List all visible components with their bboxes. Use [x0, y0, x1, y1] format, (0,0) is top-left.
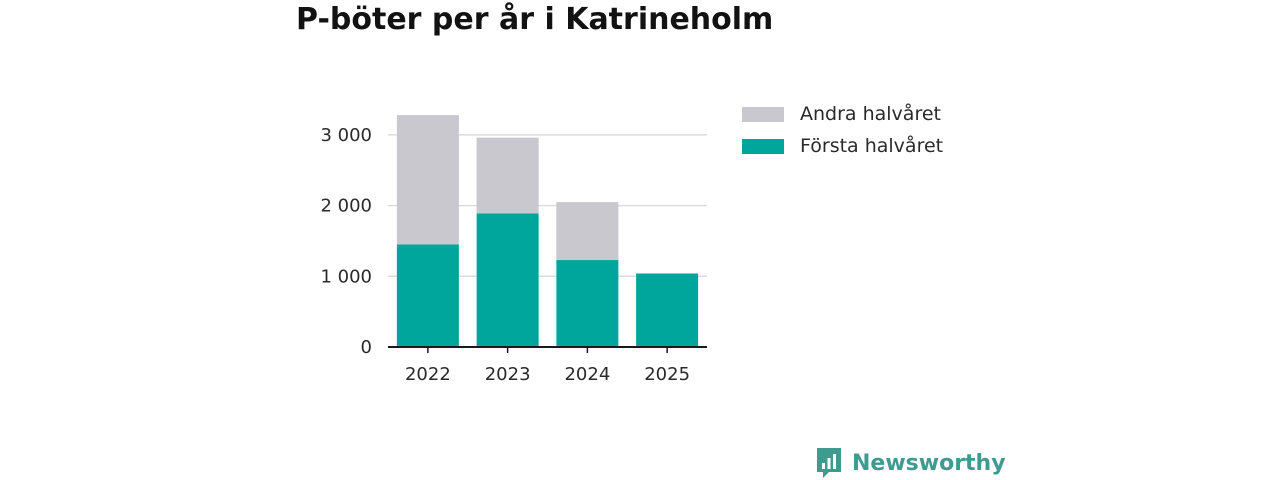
- x-tick-label: 2025: [644, 364, 690, 385]
- chart-title: P-böter per år i Katrineholm: [296, 2, 774, 37]
- x-tick-label: 2023: [485, 364, 531, 385]
- legend-swatch-first-half: [742, 138, 784, 154]
- y-tick-label: 2 000: [320, 196, 372, 217]
- x-axis-labels: 2022 2023 2024 2025: [405, 347, 690, 385]
- y-tick-label: 3 000: [320, 125, 372, 146]
- bar-second-half-2023: [476, 137, 539, 214]
- y-tick-label: 0: [361, 337, 372, 358]
- y-tick-label: 1 000: [320, 266, 372, 287]
- bar-second-half-2024: [556, 202, 619, 261]
- legend-item-second-half: Andra halvåret: [742, 98, 943, 130]
- bar-first-half-2024: [556, 260, 619, 347]
- legend-item-first-half: Första halvåret: [742, 130, 943, 162]
- x-tick-label: 2024: [564, 364, 610, 385]
- x-tick-label: 2022: [405, 364, 451, 385]
- bar-first-half-2022: [396, 244, 459, 347]
- bar-first-half-2023: [476, 213, 539, 347]
- bars: [396, 115, 699, 347]
- y-axis-labels: 0 1 000 2 000 3 000: [320, 125, 372, 358]
- legend-swatch-second-half: [742, 106, 784, 122]
- brand-name: Newsworthy: [852, 450, 1006, 476]
- bar-second-half-2022: [396, 115, 459, 245]
- legend-label-second-half: Andra halvåret: [800, 103, 941, 125]
- newsworthy-chart-icon: [817, 448, 841, 478]
- legend: Andra halvåret Första halvåret: [742, 98, 943, 162]
- brand-logo: Newsworthy: [815, 446, 1006, 480]
- legend-label-first-half: Första halvåret: [800, 135, 944, 157]
- bar-first-half-2025: [636, 273, 699, 347]
